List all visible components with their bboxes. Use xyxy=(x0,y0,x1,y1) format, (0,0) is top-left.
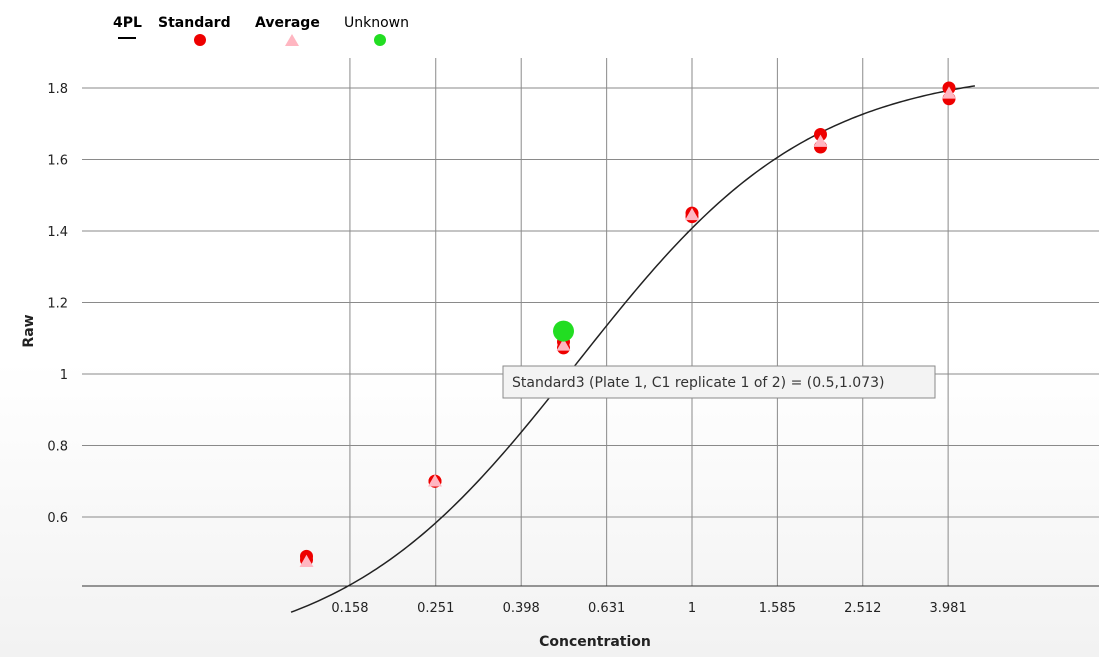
average-point[interactable] xyxy=(942,86,956,99)
x-tick-label: 0.158 xyxy=(331,601,368,616)
average-point[interactable] xyxy=(428,474,442,487)
unknown-point[interactable] xyxy=(553,320,574,342)
legend-item-average[interactable]: Average xyxy=(255,15,320,46)
x-tick-label: 0.631 xyxy=(588,601,625,616)
x-tick-label: 3.981 xyxy=(930,601,967,616)
y-tick-label: 1 xyxy=(60,368,68,383)
y-tick-label: 0.8 xyxy=(47,440,68,455)
y-tick-label: 1.6 xyxy=(47,154,68,169)
legend-item-unknown[interactable]: Unknown xyxy=(344,15,409,46)
average-point[interactable] xyxy=(813,134,828,147)
curve-4pl xyxy=(290,85,976,613)
legend-item-standard[interactable]: Standard xyxy=(158,15,231,46)
axes: 0.158 0.251 0.398 0.631 1 1.585 2.512 3.981 0.6 0… xyxy=(47,82,1099,616)
x-tick-label: 0.251 xyxy=(417,601,454,616)
average-point[interactable] xyxy=(685,207,699,221)
tooltip-box xyxy=(502,365,936,399)
x-tick-label: 1 xyxy=(688,601,696,616)
x-tick-label: 1.585 xyxy=(759,601,796,616)
y-axis-title: Raw xyxy=(21,314,37,347)
data-points-layer xyxy=(299,81,956,567)
standard-point[interactable] xyxy=(814,127,827,141)
legend-label-4pl: 4PL xyxy=(113,15,142,31)
legend-marker-unknown xyxy=(374,34,386,46)
y-tick-label: 1.2 xyxy=(47,297,68,312)
y-tick-label: 1.8 xyxy=(47,82,68,97)
average-point[interactable] xyxy=(556,338,571,351)
tooltip: Standard3 (Plate 1, C1 replicate 1 of 2)… xyxy=(502,365,936,399)
curve-4pl-layer xyxy=(290,85,976,613)
x-tick-label: 2.512 xyxy=(844,601,881,616)
tooltip-text: Standard3 (Plate 1, C1 replicate 1 of 2)… xyxy=(512,375,885,391)
average-point[interactable] xyxy=(299,554,314,567)
x-tick-label: 0.398 xyxy=(503,601,540,616)
legend: 4PL Standard Average Unknown xyxy=(113,15,409,46)
y-tick-label: 1.4 xyxy=(47,225,68,240)
legend-label-unknown: Unknown xyxy=(344,15,409,31)
x-axis-title: Concentration xyxy=(539,634,651,650)
legend-label-standard: Standard xyxy=(158,15,231,31)
legend-marker-standard xyxy=(194,34,206,46)
legend-label-average: Average xyxy=(255,15,320,31)
legend-marker-average xyxy=(285,34,299,46)
y-tick-label: 0.6 xyxy=(47,511,68,526)
legend-item-4pl[interactable]: 4PL xyxy=(113,15,142,39)
